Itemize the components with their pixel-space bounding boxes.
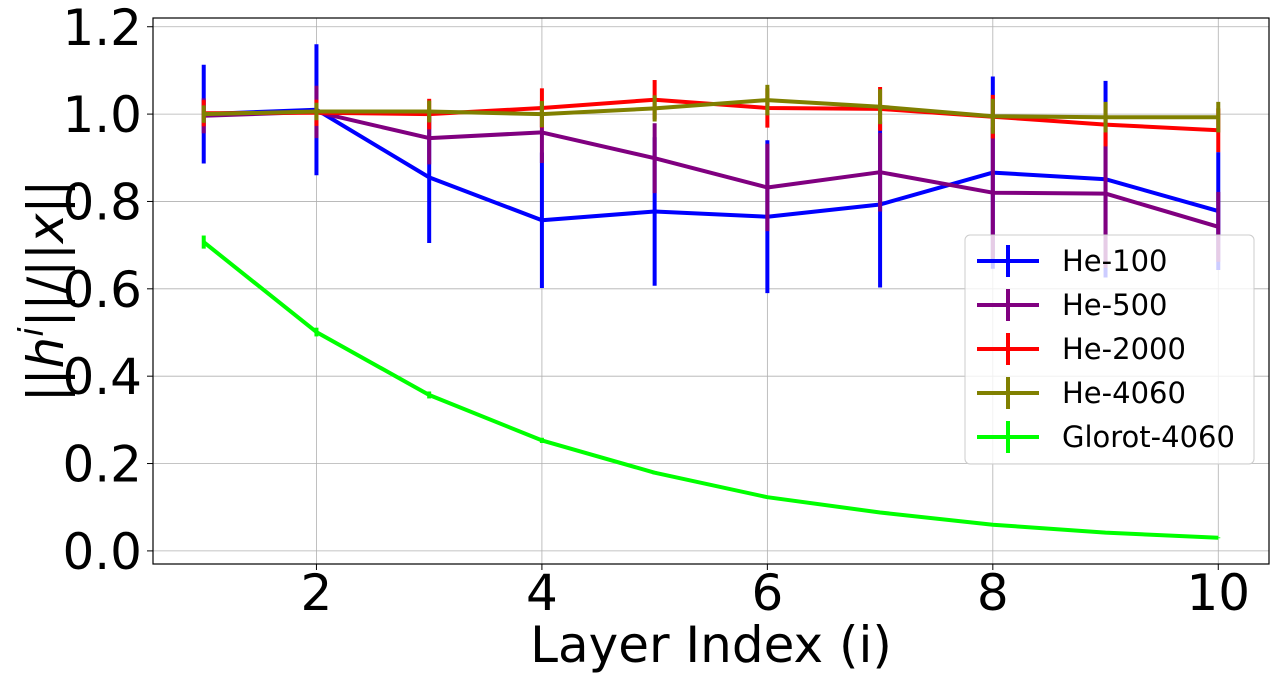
y-tick-label: 0.0 <box>62 523 142 581</box>
y-axis-label-part: ||/|| <box>17 243 75 327</box>
x-tick-label: 4 <box>526 564 558 622</box>
y-axis-ticks: 0.0 0.2 0.4 0.6 0.8 1.0 1.2 <box>62 0 153 581</box>
legend-label: He-500 <box>1062 288 1167 322</box>
legend-label: He-100 <box>1062 244 1167 278</box>
legend-item: He-4060 <box>977 376 1186 410</box>
x-tick-label: 10 <box>1186 564 1250 622</box>
legend-label: He-4060 <box>1062 376 1186 410</box>
legend-frame <box>964 234 1255 465</box>
legend-item: Glorot-4060 <box>977 420 1235 454</box>
legend-label: Glorot-4060 <box>1062 420 1235 454</box>
plot-series <box>201 44 1221 540</box>
series-line <box>202 240 1219 540</box>
y-axis-label-part: x <box>17 213 75 245</box>
y-axis-label: ||hi||/||x|| <box>12 180 75 402</box>
x-tick-label: 2 <box>301 564 333 622</box>
y-axis-label-part: h <box>17 337 75 369</box>
series-line <box>203 107 1219 223</box>
x-tick-label: 6 <box>751 564 783 622</box>
y-axis-label-part: || <box>17 180 75 214</box>
plot-frame <box>152 17 1270 565</box>
y-tick-label: 1.0 <box>62 86 142 144</box>
legend-item: He-500 <box>977 288 1167 322</box>
x-axis-ticks: 2 4 6 8 10 <box>301 564 1250 622</box>
x-tick-label: 8 <box>977 564 1009 622</box>
y-tick-label: 0.4 <box>62 348 142 406</box>
y-axis-label-part: || <box>17 368 75 402</box>
x-axis-label: Layer Index (i) <box>530 616 892 674</box>
series-line <box>203 98 1219 120</box>
series-he-4060 <box>201 84 1221 134</box>
y-tick-label: 0.2 <box>62 436 142 494</box>
y-tick-label: 0.6 <box>62 261 142 319</box>
legend-label: He-2000 <box>1062 332 1186 366</box>
y-axis-label-part: i <box>12 327 52 337</box>
legend-item: He-2000 <box>977 332 1186 366</box>
series-line <box>203 109 1219 229</box>
y-tick-label: 0.8 <box>62 173 142 231</box>
legend: He-100 He-500 He-2000 He-4060 Glorot-4060 <box>964 234 1255 465</box>
series-glorot-4060 <box>201 235 1221 540</box>
y-tick-label: 1.2 <box>62 0 142 57</box>
legend-item: He-100 <box>977 244 1167 278</box>
